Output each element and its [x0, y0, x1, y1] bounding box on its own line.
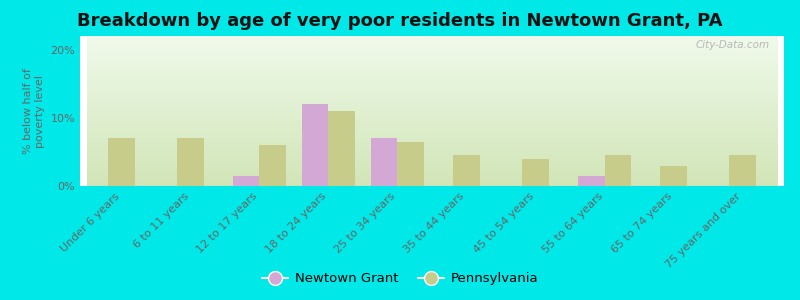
- Bar: [398, 142, 424, 186]
- Bar: [302, 104, 329, 186]
- Bar: [329, 111, 354, 186]
- Bar: [578, 176, 605, 186]
- Bar: [454, 155, 480, 186]
- Bar: [522, 159, 549, 186]
- Y-axis label: % below half of
poverty level: % below half of poverty level: [23, 68, 45, 154]
- Bar: [371, 138, 398, 186]
- Legend: Newtown Grant, Pennsylvania: Newtown Grant, Pennsylvania: [256, 267, 544, 290]
- Bar: [259, 145, 286, 186]
- Text: Breakdown by age of very poor residents in Newtown Grant, PA: Breakdown by age of very poor residents …: [78, 12, 722, 30]
- Bar: [178, 138, 203, 186]
- Bar: [234, 176, 259, 186]
- Text: City-Data.com: City-Data.com: [696, 40, 770, 50]
- Bar: [661, 166, 686, 186]
- Bar: [730, 155, 756, 186]
- Bar: [605, 155, 630, 186]
- Bar: [108, 138, 134, 186]
